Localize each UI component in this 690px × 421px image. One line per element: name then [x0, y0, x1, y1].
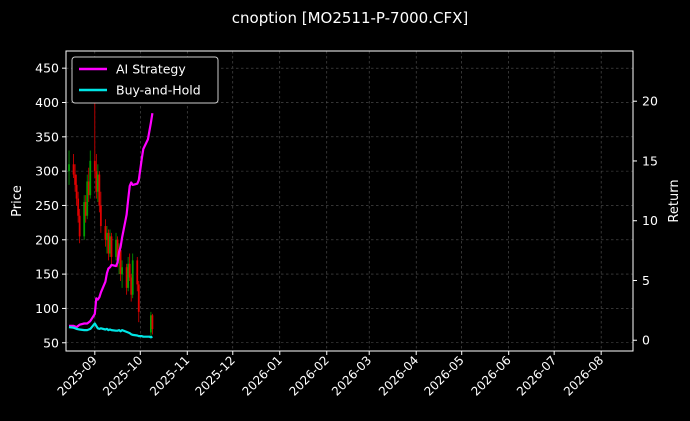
- candle-body: [121, 267, 123, 275]
- candle-body: [83, 202, 86, 237]
- y-tick-label-left: 100: [35, 301, 59, 316]
- legend-label-ai-strategy: AI Strategy: [116, 62, 186, 77]
- candle-body: [86, 181, 89, 216]
- candlesticks: [68, 102, 154, 336]
- candle-body: [104, 226, 107, 240]
- candle-body: [75, 184, 78, 199]
- candle-body: [137, 284, 140, 312]
- y-tick-label-right: 5: [642, 273, 650, 288]
- candle-body: [107, 232, 110, 254]
- legend-box: [71, 56, 219, 104]
- candle-body: [96, 174, 99, 192]
- y-tick-label-left: 450: [35, 61, 59, 76]
- y-tick-label-left: 400: [35, 95, 59, 110]
- candle-body: [72, 164, 75, 175]
- candle-body: [84, 202, 87, 216]
- series-line-ai-strategy: [69, 113, 154, 329]
- chart-title: cnoption [MO2511-P-7000.CFX]: [232, 9, 468, 27]
- plot-area-frame: [65, 50, 634, 352]
- candle-body: [87, 181, 90, 196]
- candle-body: [131, 260, 134, 295]
- y-axis-label-right: Return: [667, 179, 682, 222]
- candle-body: [136, 260, 139, 285]
- y-tick-label-left: 250: [35, 198, 59, 213]
- candle-body: [106, 232, 108, 240]
- candle-body: [109, 236, 111, 254]
- candle-body: [115, 239, 117, 257]
- candle-body: [128, 263, 131, 278]
- legend-label-buy-and-hold: Buy-and-Hold: [116, 83, 201, 98]
- y-tick-label-left: 300: [35, 164, 59, 179]
- candle-body: [68, 164, 70, 172]
- y-tick-label-left: 50: [43, 335, 59, 350]
- series-line-buy-and-hold: [68, 322, 153, 339]
- candle-body: [78, 215, 81, 237]
- candle-body: [116, 239, 119, 261]
- y-tick-label-right: 10: [642, 213, 658, 228]
- y-tick-label-right: 20: [642, 94, 658, 109]
- series-lines: [68, 113, 154, 339]
- candle-body: [77, 198, 80, 216]
- candle-body: [99, 205, 102, 227]
- right-axis-ticks: 0 5 10 15 20: [633, 94, 658, 348]
- candle-body: [151, 315, 154, 330]
- candle-body: [95, 171, 98, 192]
- y-tick-label-left: 150: [35, 267, 59, 282]
- candle-body: [130, 277, 133, 295]
- candle-body: [149, 315, 152, 333]
- candle-body: [89, 160, 92, 196]
- y-tick-label-right: 15: [642, 153, 658, 168]
- y-tick-label-left: 200: [35, 232, 59, 247]
- candle-body: [74, 174, 76, 185]
- candle-body: [98, 174, 101, 206]
- candle-body: [125, 267, 128, 288]
- candle-body: [110, 236, 113, 257]
- candle-body: [127, 263, 130, 288]
- candle-body: [93, 160, 96, 172]
- y-tick-label-right: 0: [642, 333, 650, 348]
- legend: AI Strategy Buy-and-Hold: [71, 56, 219, 104]
- y-axis-label-left: Price: [10, 185, 25, 217]
- candle-body: [119, 250, 122, 275]
- left-axis-ticks: 50 100 150 200 250 300 350 400 450: [35, 61, 66, 350]
- y-tick-label-left: 350: [35, 129, 59, 144]
